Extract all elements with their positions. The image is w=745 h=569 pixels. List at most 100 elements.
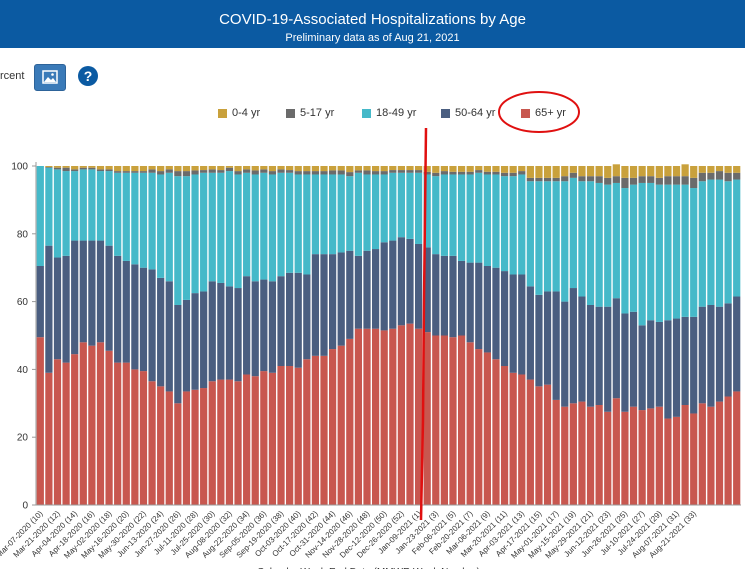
- bar-segment: [612, 182, 620, 299]
- bar-segment: [595, 306, 603, 405]
- annotation-circle: [498, 91, 580, 133]
- bar-segment: [294, 166, 302, 172]
- bar-segment: [414, 170, 423, 173]
- bar-segment: [294, 171, 302, 175]
- bar-segment: [466, 171, 474, 175]
- bar-segment: [286, 366, 294, 505]
- annotation-line: [419, 127, 428, 521]
- bar-segment: [586, 304, 595, 407]
- bar-segment: [629, 166, 638, 178]
- bar-segment: [337, 174, 345, 253]
- bar-segment: [371, 174, 380, 250]
- legend-label: 18-49 yr: [376, 107, 417, 119]
- bar-segment: [268, 171, 277, 175]
- bar-segment: [286, 166, 294, 171]
- bar-segment: [664, 320, 672, 419]
- bar-segment: [440, 166, 448, 172]
- bar-segment: [200, 170, 208, 173]
- bar-segment: [234, 166, 242, 172]
- bar-segment: [200, 291, 208, 389]
- bar-segment: [500, 166, 509, 173]
- bar-segment: [595, 404, 603, 505]
- bar-segment: [182, 166, 191, 172]
- bar-segment: [655, 184, 663, 322]
- image-icon: [42, 70, 58, 84]
- bar-segment: [122, 171, 130, 173]
- bar-segment: [638, 176, 646, 183]
- percent-toggle-label[interactable]: rcent: [0, 70, 25, 82]
- bar-segment: [243, 166, 251, 170]
- bar-segment: [303, 359, 311, 505]
- bar-segment: [268, 174, 277, 282]
- bar-segment: [535, 181, 543, 295]
- bar-segment: [672, 176, 681, 185]
- bar-segment: [88, 166, 96, 168]
- bar-segment: [182, 176, 191, 300]
- bar-segment: [139, 371, 148, 505]
- bar-segment: [105, 169, 113, 172]
- bar-segment: [397, 237, 406, 326]
- bar-segment: [586, 176, 595, 182]
- bar-segment: [380, 171, 388, 175]
- bar-segment: [303, 166, 311, 172]
- bar-segment: [715, 166, 724, 172]
- bar-segment: [569, 166, 577, 173]
- bar-segment: [268, 372, 277, 505]
- bar-segment: [672, 416, 681, 505]
- bar-segment: [79, 169, 87, 241]
- bar-segment: [148, 172, 156, 270]
- bar-segment: [157, 166, 165, 172]
- bar-segment: [217, 282, 225, 380]
- chart-title: COVID-19-Associated Hospitalizations by …: [219, 11, 526, 28]
- bar-segment: [518, 274, 526, 375]
- bar-segment: [500, 366, 509, 505]
- legend-swatch: [441, 109, 450, 118]
- bar-segment: [337, 166, 345, 171]
- bar-segment: [346, 166, 354, 173]
- bar-segment: [243, 276, 251, 375]
- bar-segment: [500, 172, 509, 177]
- bar-segment: [225, 167, 234, 172]
- bar-segment: [543, 166, 552, 178]
- bar-segment: [311, 174, 320, 255]
- bar-segment: [440, 174, 448, 256]
- bar-segment: [208, 166, 216, 170]
- bar-segment: [586, 166, 595, 177]
- bar-segment: [621, 411, 629, 505]
- bar-segment: [88, 240, 96, 346]
- bar-segment: [569, 172, 577, 178]
- bar-segment: [191, 389, 199, 505]
- bar-segment: [320, 174, 328, 255]
- image-download-button[interactable]: [34, 64, 66, 91]
- bar-segment: [79, 240, 87, 343]
- bar-segment: [363, 170, 371, 175]
- bar-segment: [492, 359, 500, 505]
- bar-segment: [466, 342, 474, 505]
- bar-segment: [526, 286, 534, 380]
- bar-segment: [329, 349, 337, 505]
- bar-segment: [483, 171, 491, 175]
- bar-segment: [414, 243, 423, 329]
- bar-segment: [423, 171, 431, 175]
- bar-segment: [621, 313, 629, 412]
- bar-segment: [148, 381, 156, 505]
- bar-segment: [423, 166, 431, 172]
- bar-segment: [647, 408, 655, 505]
- bar-segment: [715, 171, 724, 180]
- bar-segment: [165, 169, 173, 173]
- bar-segment: [457, 171, 466, 175]
- help-button[interactable]: ?: [78, 66, 98, 86]
- bar-segment: [71, 169, 79, 172]
- bar-segment: [724, 396, 732, 505]
- bar-segment: [346, 338, 354, 505]
- bar-segment: [303, 171, 311, 175]
- bar-segment: [483, 266, 491, 353]
- bar-segment: [604, 166, 612, 178]
- bar-segment: [509, 166, 517, 173]
- bar-segment: [45, 245, 53, 373]
- bar-segment: [174, 176, 182, 305]
- bar-segment: [208, 172, 216, 282]
- bar-segment: [148, 269, 156, 382]
- bar-segment: [311, 355, 320, 505]
